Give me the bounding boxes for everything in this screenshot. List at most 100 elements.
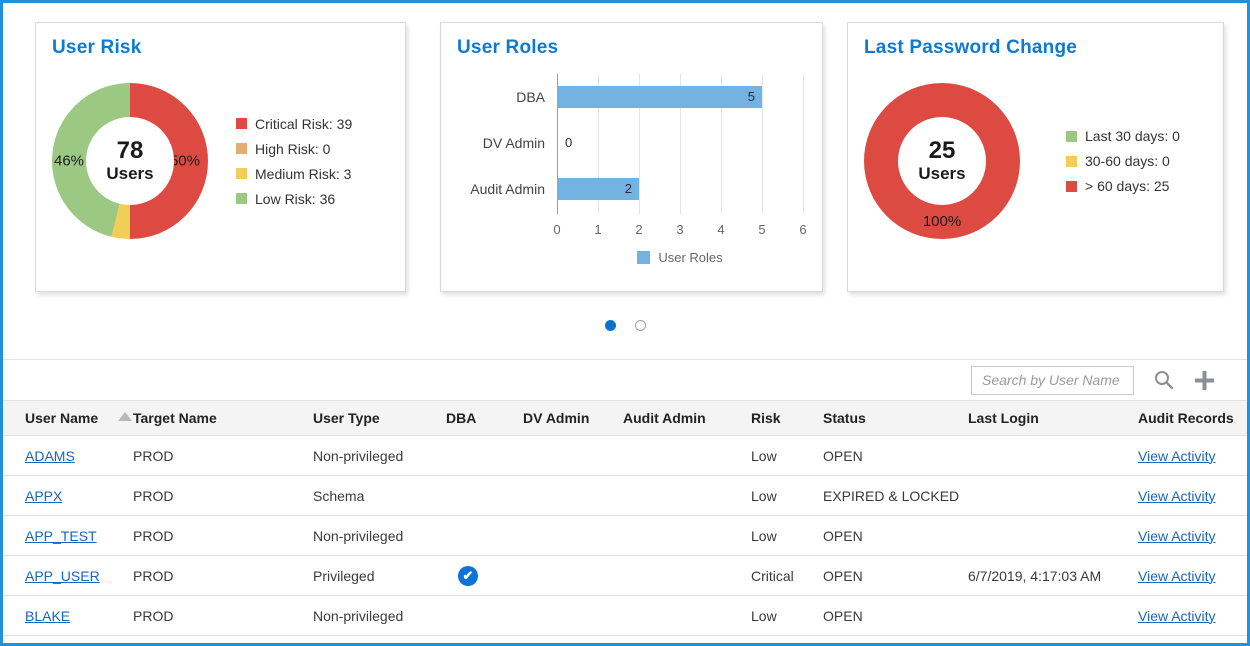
bar-value-label: 5 (747, 89, 755, 104)
cell-last-login (968, 595, 1138, 636)
y-axis-line (557, 74, 558, 214)
carousel-dot-2[interactable] (634, 320, 646, 331)
critical-risk-slice-label: 50% (169, 152, 200, 170)
column-header-audit-admin[interactable]: Audit Admin (623, 400, 751, 436)
cell-last-login (968, 515, 1138, 556)
cell-user-type: Non-privileged (313, 515, 446, 556)
search-icon[interactable] (1153, 369, 1175, 391)
cell-last-login: 6/7/2019, 4:17:03 AM (968, 555, 1138, 596)
x-axis-tick: 2 (635, 222, 643, 237)
column-header-user-name[interactable]: User Name (3, 400, 133, 436)
user-name-link[interactable]: BLAKE (25, 607, 71, 624)
column-header-label: Target Name (133, 410, 217, 426)
charts-row: User Risk 46% 50% 78 Users Critical Risk… (3, 3, 1247, 292)
table-row: BLAKE PROD Non-privileged Low OPEN View Activ… (3, 595, 1247, 636)
column-header-status[interactable]: Status (823, 400, 968, 436)
cell-status: OPEN (823, 435, 968, 476)
column-header-dv-admin[interactable]: DV Admin (523, 400, 623, 436)
cell-status: OPEN (823, 515, 968, 556)
low-risk-slice-label: 46% (54, 152, 85, 170)
cell-audit-admin (623, 515, 751, 556)
cell-audit-records: View Activity (1138, 435, 1247, 476)
search-input[interactable] (971, 365, 1134, 395)
column-header-audit-records[interactable]: Audit Records (1138, 400, 1247, 436)
column-header-user-type[interactable]: User Type (313, 400, 446, 436)
column-header-label: Audit Records (1138, 410, 1234, 426)
column-header-risk[interactable]: Risk (751, 400, 823, 436)
x-axis-tick: 6 (799, 222, 807, 237)
cell-target-name: PROD (133, 515, 313, 556)
carousel-dot-1[interactable] (604, 320, 616, 331)
cell-dv-admin (523, 435, 623, 476)
gridline (639, 74, 640, 214)
gridline (721, 74, 722, 214)
view-activity-link[interactable]: View Activity (1138, 567, 1216, 584)
column-header-label: Audit Admin (623, 410, 706, 426)
cell-target-name: PROD (133, 555, 313, 596)
cell-dba: ✔ (446, 555, 523, 596)
user-roles-legend: User Roles (557, 250, 803, 265)
cell-user-type: Non-privileged (313, 435, 446, 476)
check-icon: ✔ (458, 565, 478, 586)
cell-user-name: APPX (3, 475, 133, 516)
user-risk-legend: Critical Risk: 39 High Risk: 0 Medium Risk… (236, 116, 352, 207)
cell-user-type: Privileged (313, 555, 446, 596)
legend-swatch (1066, 180, 1077, 192)
cell-last-login (968, 475, 1138, 516)
x-axis-tick: 4 (717, 222, 725, 237)
bar-value-label: 0 (565, 135, 573, 150)
add-icon[interactable] (1194, 370, 1215, 391)
legend-swatch (1066, 130, 1077, 142)
cell-audit-admin (623, 595, 751, 636)
last-password-change-title: Last Password Change (864, 37, 1078, 58)
table-toolbar (3, 359, 1247, 400)
legend-label: > 60 days: 25 (1085, 178, 1170, 194)
bar-row: Audit Admin 2 (470, 166, 803, 212)
card-user-roles: User Roles DBA 5 DV Admin 0 Audit Admin 2 0 1 2… (440, 22, 823, 292)
user-name-link[interactable]: APP_TEST (25, 527, 97, 544)
cell-user-name: BLAKE (3, 595, 133, 636)
cell-audit-admin (623, 555, 751, 596)
view-activity-link[interactable]: View Activity (1138, 447, 1216, 464)
gridline (803, 74, 804, 214)
sort-ascending-icon[interactable] (118, 412, 133, 421)
legend-swatch (236, 143, 247, 154)
last-password-change-chart-area: 100% 25 Users Last 30 days: 0 30-60 days:… (864, 83, 1207, 239)
cell-dv-admin (523, 475, 623, 516)
table-row: APP_TEST PROD Non-privileged Low OPEN View Ac… (3, 515, 1247, 556)
column-header-dba[interactable]: DBA (446, 400, 523, 436)
column-header-label: User Type (313, 410, 380, 426)
cell-dba (446, 435, 523, 476)
carousel-dots (3, 292, 1247, 359)
view-activity-link[interactable]: View Activity (1138, 487, 1216, 504)
view-activity-link[interactable]: View Activity (1138, 607, 1216, 624)
user-name-link[interactable]: APPX (25, 487, 63, 504)
view-activity-link[interactable]: View Activity (1138, 527, 1216, 544)
cell-dv-admin (523, 555, 623, 596)
x-axis-tick: 1 (594, 222, 602, 237)
cell-user-type: Schema (313, 475, 446, 516)
column-header-label: DV Admin (523, 410, 590, 426)
column-header-label: Status (823, 410, 866, 426)
users-table: User Name Target Name User Type DBA DV Admin… (3, 400, 1247, 636)
column-header-target-name[interactable]: Target Name (133, 400, 313, 436)
bar-track: 5 (557, 86, 803, 108)
cell-audit-records: View Activity (1138, 555, 1247, 596)
column-header-label: Risk (751, 410, 781, 426)
user-name-link[interactable]: ADAMS (25, 447, 75, 464)
cell-audit-admin (623, 475, 751, 516)
cell-audit-records: View Activity (1138, 515, 1247, 556)
legend-item: 30-60 days: 0 (1066, 153, 1180, 169)
user-name-link[interactable]: APP_USER (25, 567, 100, 584)
last-password-change-donut-chart: 100% 25 Users (864, 83, 1020, 239)
user-risk-total-label: Users (106, 164, 154, 184)
bar-category-label: Audit Admin (470, 181, 545, 197)
x-axis-tick: 3 (676, 222, 684, 237)
last-password-change-donut-center: 25 Users (898, 117, 986, 205)
cell-user-type: Non-privileged (313, 595, 446, 636)
user-roles-bar-chart: DBA 5 DV Admin 0 Audit Admin 2 0 1 2 3 4 5 6 User R… (457, 74, 807, 265)
cell-user-name: APP_USER (3, 555, 133, 596)
legend-label: Last 30 days: 0 (1085, 128, 1180, 144)
legend-label: 30-60 days: 0 (1085, 153, 1170, 169)
column-header-last-login[interactable]: Last Login (968, 400, 1138, 436)
